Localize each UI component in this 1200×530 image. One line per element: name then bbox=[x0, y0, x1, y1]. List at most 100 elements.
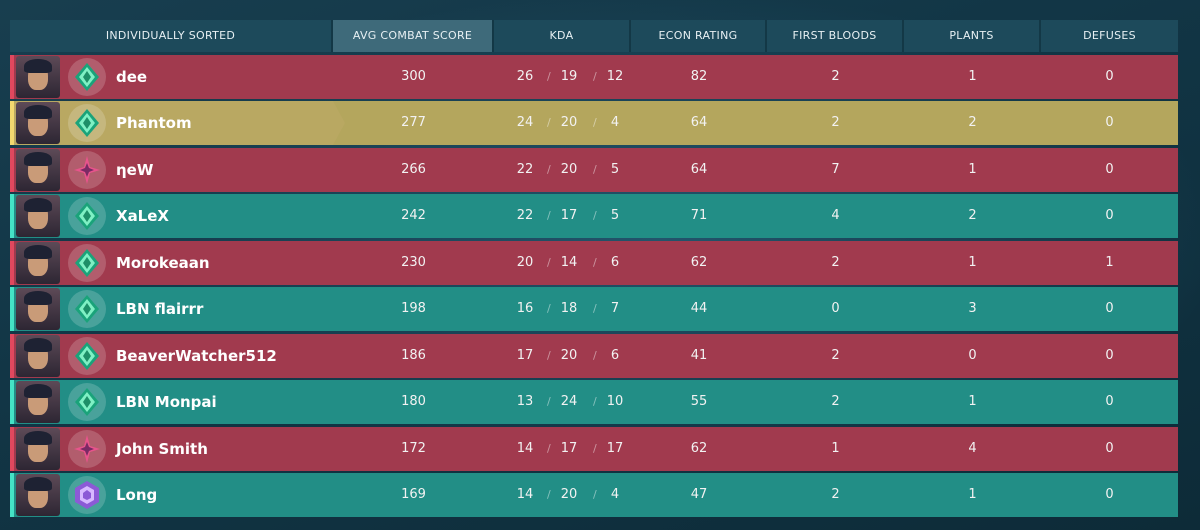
kda-separator: / bbox=[593, 488, 597, 501]
team-stripe bbox=[10, 333, 14, 378]
econ-value: 82 bbox=[690, 68, 708, 84]
agent-portrait-icon bbox=[16, 195, 60, 237]
kda-separator: / bbox=[593, 255, 597, 269]
acs-value: 230 bbox=[401, 254, 426, 270]
defuses-value: 0 bbox=[1105, 440, 1114, 456]
player-identity: Morokeaan bbox=[14, 241, 333, 285]
plants-value: 4 bbox=[968, 440, 977, 456]
defuses-value: 0 bbox=[1105, 161, 1114, 177]
player-row[interactable]: BeaverWatcher512 186 17 / 20 / 6 41 2 0 … bbox=[10, 333, 1178, 378]
player-row[interactable]: dee 300 26 / 19 / 12 82 2 1 0 bbox=[10, 54, 1178, 99]
defuses-value: 0 bbox=[1105, 208, 1114, 223]
kda-separator: / bbox=[547, 116, 551, 129]
player-identity: ηeW bbox=[14, 148, 333, 192]
column-header-acs[interactable]: AVG COMBAT SCORE bbox=[333, 20, 494, 52]
first-bloods-value: 2 bbox=[831, 394, 840, 409]
pink-star-rank-icon bbox=[68, 150, 106, 189]
team-stripe bbox=[10, 101, 14, 145]
column-header-kda[interactable]: KDA bbox=[494, 20, 631, 52]
player-identity: LBN flairrr bbox=[14, 287, 333, 331]
team-stripe bbox=[10, 147, 14, 192]
acs-value: 186 bbox=[401, 347, 426, 363]
column-header-first-bloods[interactable]: FIRST BLOODS bbox=[767, 20, 904, 52]
player-row[interactable]: Morokeaan 230 20 / 14 / 6 62 2 1 1 bbox=[10, 240, 1178, 285]
team-stripe bbox=[10, 426, 14, 471]
player-identity: dee bbox=[14, 55, 333, 99]
plants-value: 1 bbox=[968, 254, 977, 270]
green-diamond-rank-icon bbox=[68, 243, 106, 282]
deaths-value: 20 bbox=[560, 487, 578, 502]
kills-value: 14 bbox=[516, 487, 534, 502]
player-identity: LBN Monpai bbox=[14, 380, 333, 424]
column-header-defuses[interactable]: DEFUSES bbox=[1083, 29, 1136, 42]
first-bloods-value: 2 bbox=[831, 115, 840, 130]
kills-value: 22 bbox=[516, 161, 534, 177]
player-row[interactable]: LBN flairrr 198 16 / 18 / 7 44 0 3 0 bbox=[10, 287, 1178, 331]
kda-separator: / bbox=[593, 116, 597, 129]
player-name: Morokeaan bbox=[116, 253, 210, 272]
player-identity: BeaverWatcher512 bbox=[14, 334, 333, 378]
defuses-value: 0 bbox=[1105, 487, 1114, 502]
acs-value: 180 bbox=[401, 394, 426, 409]
acs-value: 169 bbox=[401, 487, 426, 502]
team-stripe bbox=[10, 54, 14, 99]
player-name: Phantom bbox=[116, 114, 192, 132]
kda-separator: / bbox=[547, 162, 551, 176]
kills-value: 20 bbox=[516, 254, 534, 270]
first-bloods-value: 2 bbox=[831, 254, 840, 270]
player-name: Long bbox=[116, 486, 158, 504]
acs-value: 242 bbox=[401, 208, 426, 223]
column-header-plants[interactable]: PLANTS bbox=[904, 20, 1041, 52]
green-diamond-rank-icon bbox=[68, 104, 106, 142]
player-row[interactable]: ηeW 266 22 / 20 / 5 64 7 1 0 bbox=[10, 147, 1178, 192]
assists-value: 5 bbox=[610, 161, 620, 177]
kills-value: 16 bbox=[516, 301, 534, 316]
econ-value: 55 bbox=[690, 394, 708, 409]
econ-value: 41 bbox=[690, 347, 708, 363]
player-identity: John Smith bbox=[14, 427, 333, 471]
assists-value: 10 bbox=[606, 394, 624, 409]
defuses-value: 0 bbox=[1105, 68, 1114, 84]
team-stripe bbox=[10, 194, 14, 238]
agent-portrait-icon bbox=[16, 474, 60, 516]
sort-mode-label[interactable]: INDIVIDUALLY SORTED bbox=[10, 20, 333, 52]
green-diamond-rank-icon bbox=[68, 383, 106, 421]
kda-separator: / bbox=[593, 69, 597, 83]
player-row[interactable]: LBN Monpai 180 13 / 24 / 10 55 2 1 0 bbox=[10, 380, 1178, 424]
plants-value: 1 bbox=[968, 487, 977, 502]
plants-value: 1 bbox=[968, 68, 977, 84]
agent-portrait-icon bbox=[16, 288, 60, 330]
deaths-value: 24 bbox=[560, 394, 578, 409]
agent-portrait-icon bbox=[16, 334, 60, 377]
assists-value: 12 bbox=[606, 68, 624, 84]
assists-value: 5 bbox=[610, 208, 620, 223]
deaths-value: 18 bbox=[560, 301, 578, 316]
acs-value: 266 bbox=[401, 161, 426, 177]
kda-separator: / bbox=[547, 255, 551, 269]
team-stripe bbox=[10, 240, 14, 285]
kda-separator: / bbox=[547, 395, 551, 408]
plants-value: 2 bbox=[968, 208, 977, 223]
econ-value: 62 bbox=[690, 440, 708, 456]
player-row[interactable]: XaLeX 242 22 / 17 / 5 71 4 2 0 bbox=[10, 194, 1178, 238]
kda-separator: / bbox=[593, 441, 597, 455]
assists-value: 17 bbox=[606, 440, 624, 456]
player-row[interactable]: John Smith 172 14 / 17 / 17 62 1 4 0 bbox=[10, 426, 1178, 471]
deaths-value: 14 bbox=[560, 254, 578, 270]
plants-value: 3 bbox=[968, 301, 977, 316]
acs-value: 172 bbox=[401, 440, 426, 456]
player-identity: Long bbox=[14, 473, 333, 517]
player-name: ηeW bbox=[116, 160, 154, 179]
team-stripe bbox=[10, 380, 14, 424]
player-row[interactable]: Phantom 277 24 / 20 / 4 64 2 2 0 bbox=[10, 101, 1178, 145]
player-row[interactable]: Long 169 14 / 20 / 4 47 2 1 0 bbox=[10, 473, 1178, 517]
deaths-value: 20 bbox=[560, 161, 578, 177]
plants-value: 2 bbox=[968, 115, 977, 130]
scoreboard-header: INDIVIDUALLY SORTED AVG COMBAT SCORE KDA… bbox=[10, 20, 1178, 52]
plants-value: 1 bbox=[968, 161, 977, 177]
kda-separator: / bbox=[547, 348, 551, 362]
column-header-econ[interactable]: ECON RATING bbox=[631, 20, 767, 52]
player-rows: dee 300 26 / 19 / 12 82 2 1 0 Phantom 27… bbox=[10, 54, 1178, 517]
acs-value: 300 bbox=[401, 68, 426, 84]
defuses-value: 1 bbox=[1105, 254, 1114, 270]
